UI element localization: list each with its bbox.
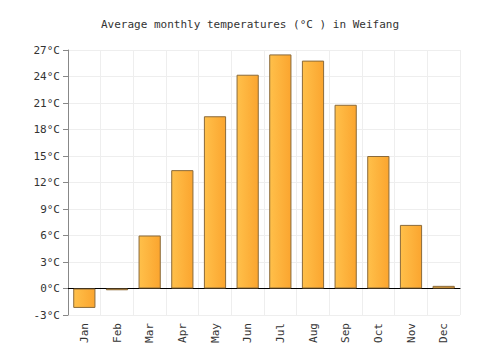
svg-text:9°C: 9°C (40, 203, 60, 216)
svg-text:Apr: Apr (176, 323, 189, 343)
svg-text:Jan: Jan (78, 323, 91, 343)
svg-text:Oct: Oct (372, 323, 385, 343)
svg-text:12°C: 12°C (34, 176, 61, 189)
svg-text:6°C: 6°C (40, 229, 60, 242)
svg-text:Average monthly temperatures (: Average monthly temperatures (°C ) in We… (101, 18, 399, 31)
svg-text:Feb: Feb (111, 323, 124, 343)
svg-text:May: May (209, 323, 222, 343)
svg-text:Jun: Jun (241, 323, 254, 343)
svg-text:21°C: 21°C (34, 97, 61, 110)
svg-text:-3°C: -3°C (34, 309, 61, 322)
svg-text:Aug: Aug (307, 323, 320, 343)
svg-text:24°C: 24°C (34, 70, 61, 83)
svg-text:Jul: Jul (274, 323, 287, 343)
svg-text:Sep: Sep (339, 323, 352, 343)
svg-text:18°C: 18°C (34, 123, 61, 136)
svg-text:Mar: Mar (143, 323, 156, 343)
svg-text:0°C: 0°C (40, 282, 60, 295)
svg-text:Dec: Dec (437, 323, 450, 343)
svg-text:3°C: 3°C (40, 256, 60, 269)
svg-text:27°C: 27°C (34, 44, 61, 57)
svg-text:Nov: Nov (405, 323, 418, 343)
svg-text:15°C: 15°C (34, 150, 61, 163)
